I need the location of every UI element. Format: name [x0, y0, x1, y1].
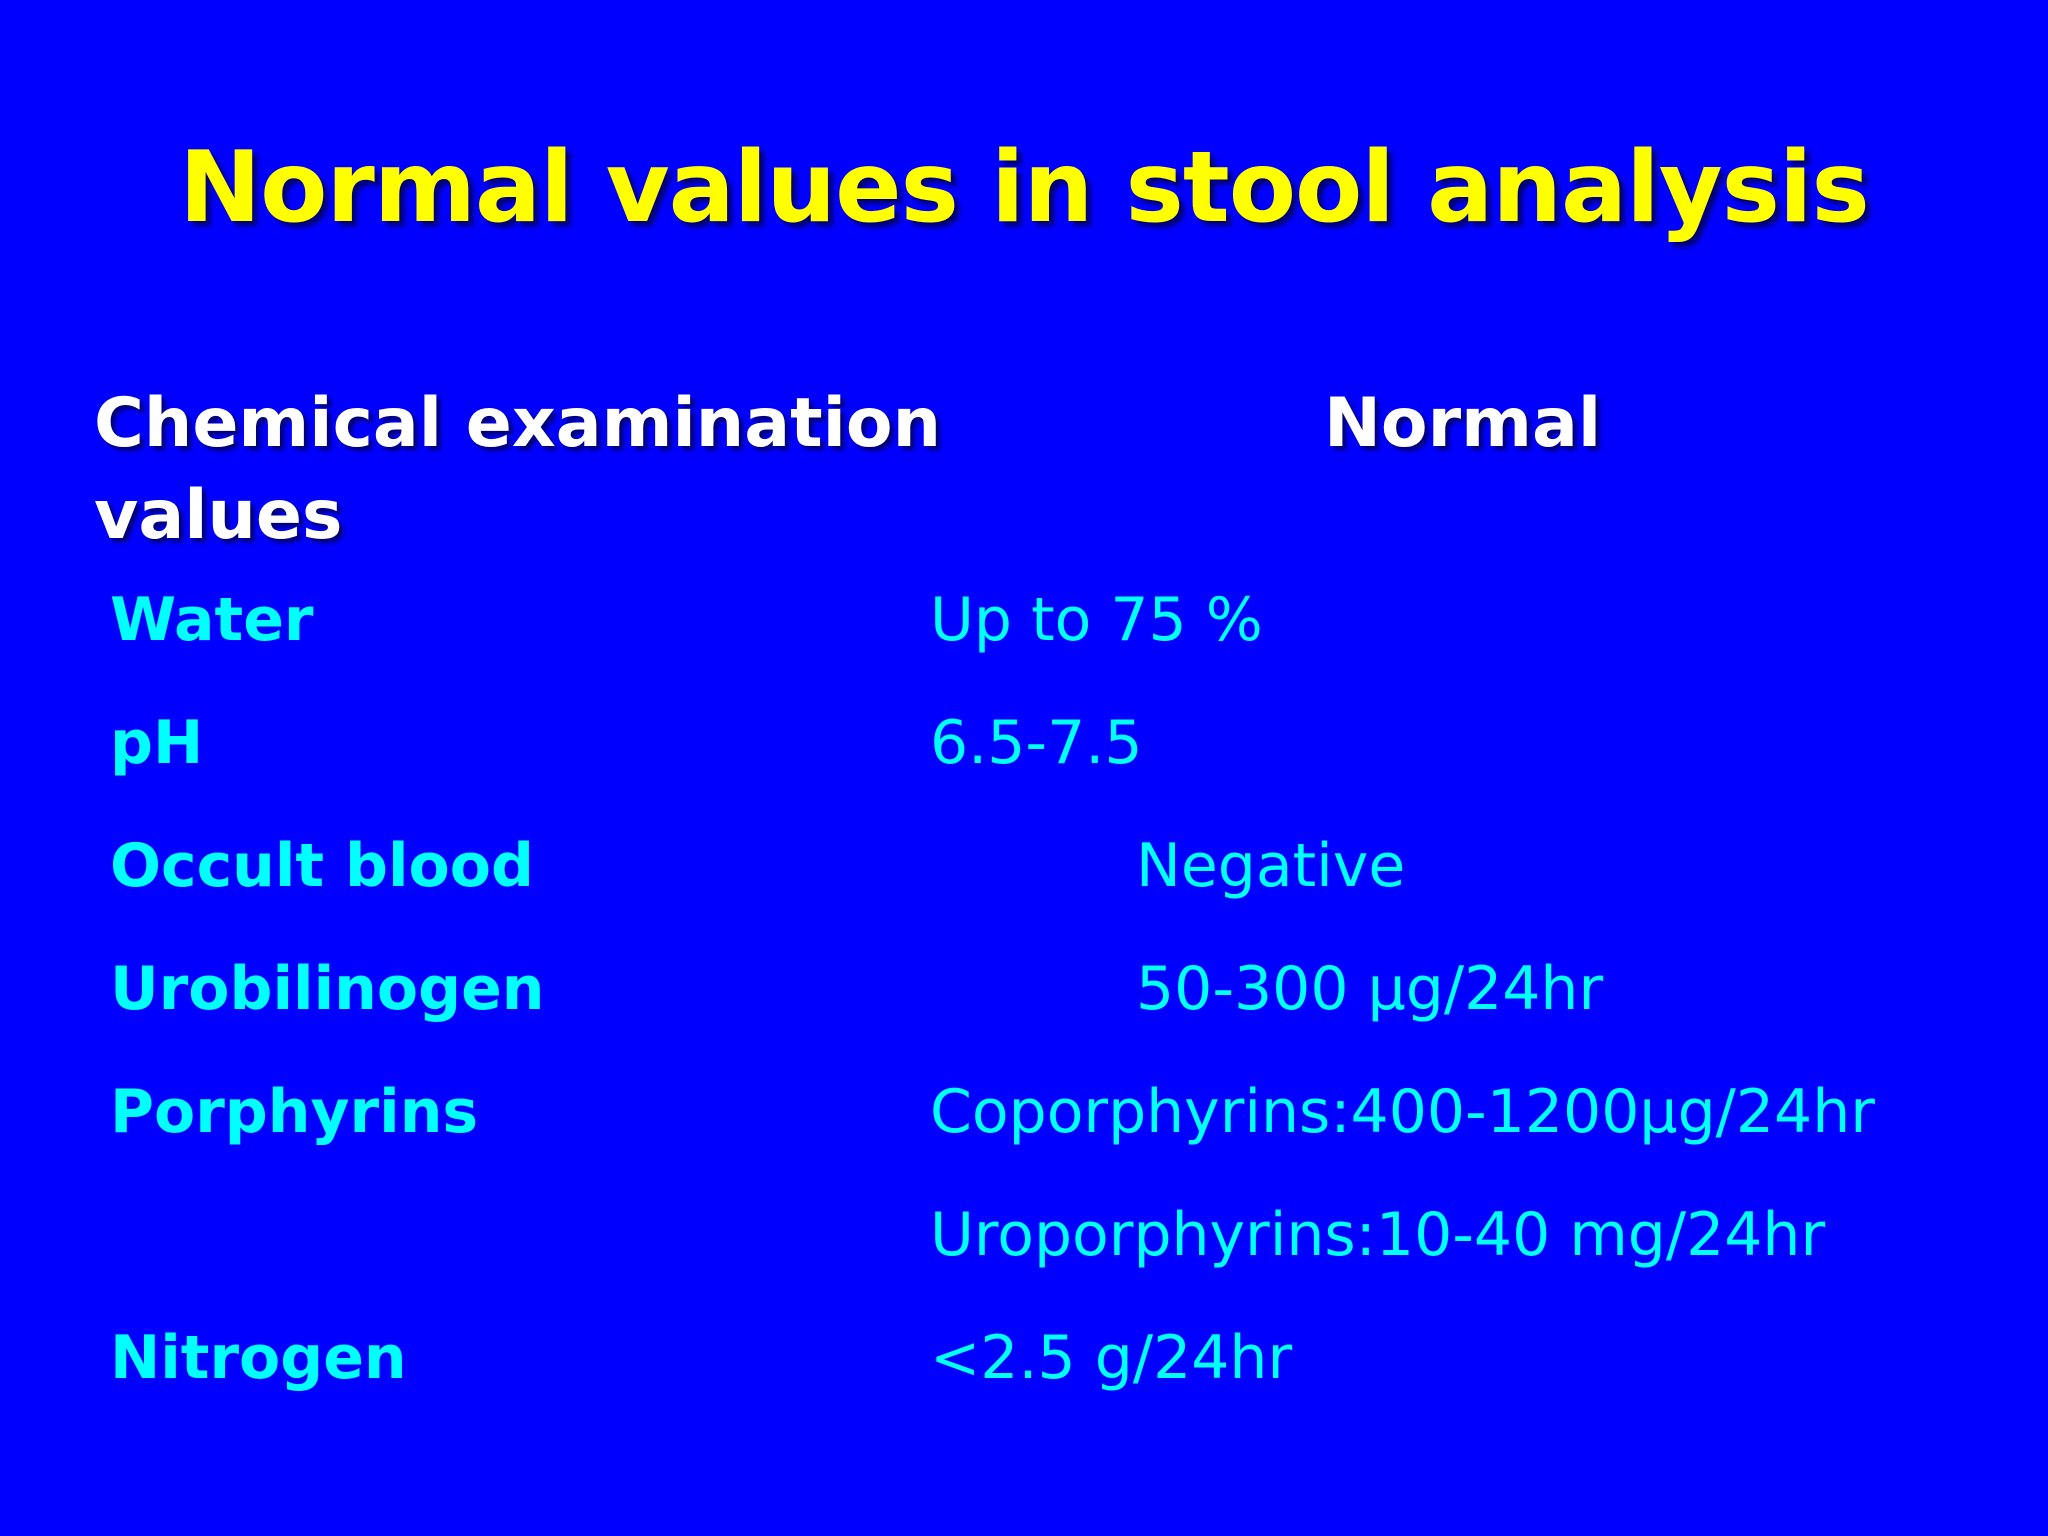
row-label-water: Water	[110, 585, 314, 655]
row-label-porphyrins: Porphyrins	[110, 1077, 479, 1147]
row-label-nitrogen: Nitrogen	[110, 1323, 407, 1393]
row-value-occult-blood: Negative	[1136, 831, 1406, 901]
row-label-urobilinogen: Urobilinogen	[110, 954, 545, 1024]
header-values: values	[94, 476, 343, 555]
header-chemical-examination: Chemical examination	[94, 384, 942, 463]
row-value-coporphyrins: Coporphyrins:400-1200μg/24hr	[930, 1077, 1875, 1147]
row-label-occult-blood: Occult blood	[110, 831, 534, 901]
row-label-ph: pH	[110, 708, 204, 778]
row-value-nitrogen: <2.5 g/24hr	[930, 1323, 1293, 1393]
row-value-water: Up to 75 %	[930, 585, 1263, 655]
row-value-ph: 6.5-7.5	[930, 708, 1143, 778]
slide-title: Normal values in stool analysis	[179, 131, 1870, 245]
header-normal: Normal	[1324, 384, 1602, 463]
row-value-urobilinogen: 50-300 μg/24hr	[1136, 954, 1604, 1024]
row-value-uroporphyrins: Uroporphyrins:10-40 mg/24hr	[930, 1200, 1826, 1270]
